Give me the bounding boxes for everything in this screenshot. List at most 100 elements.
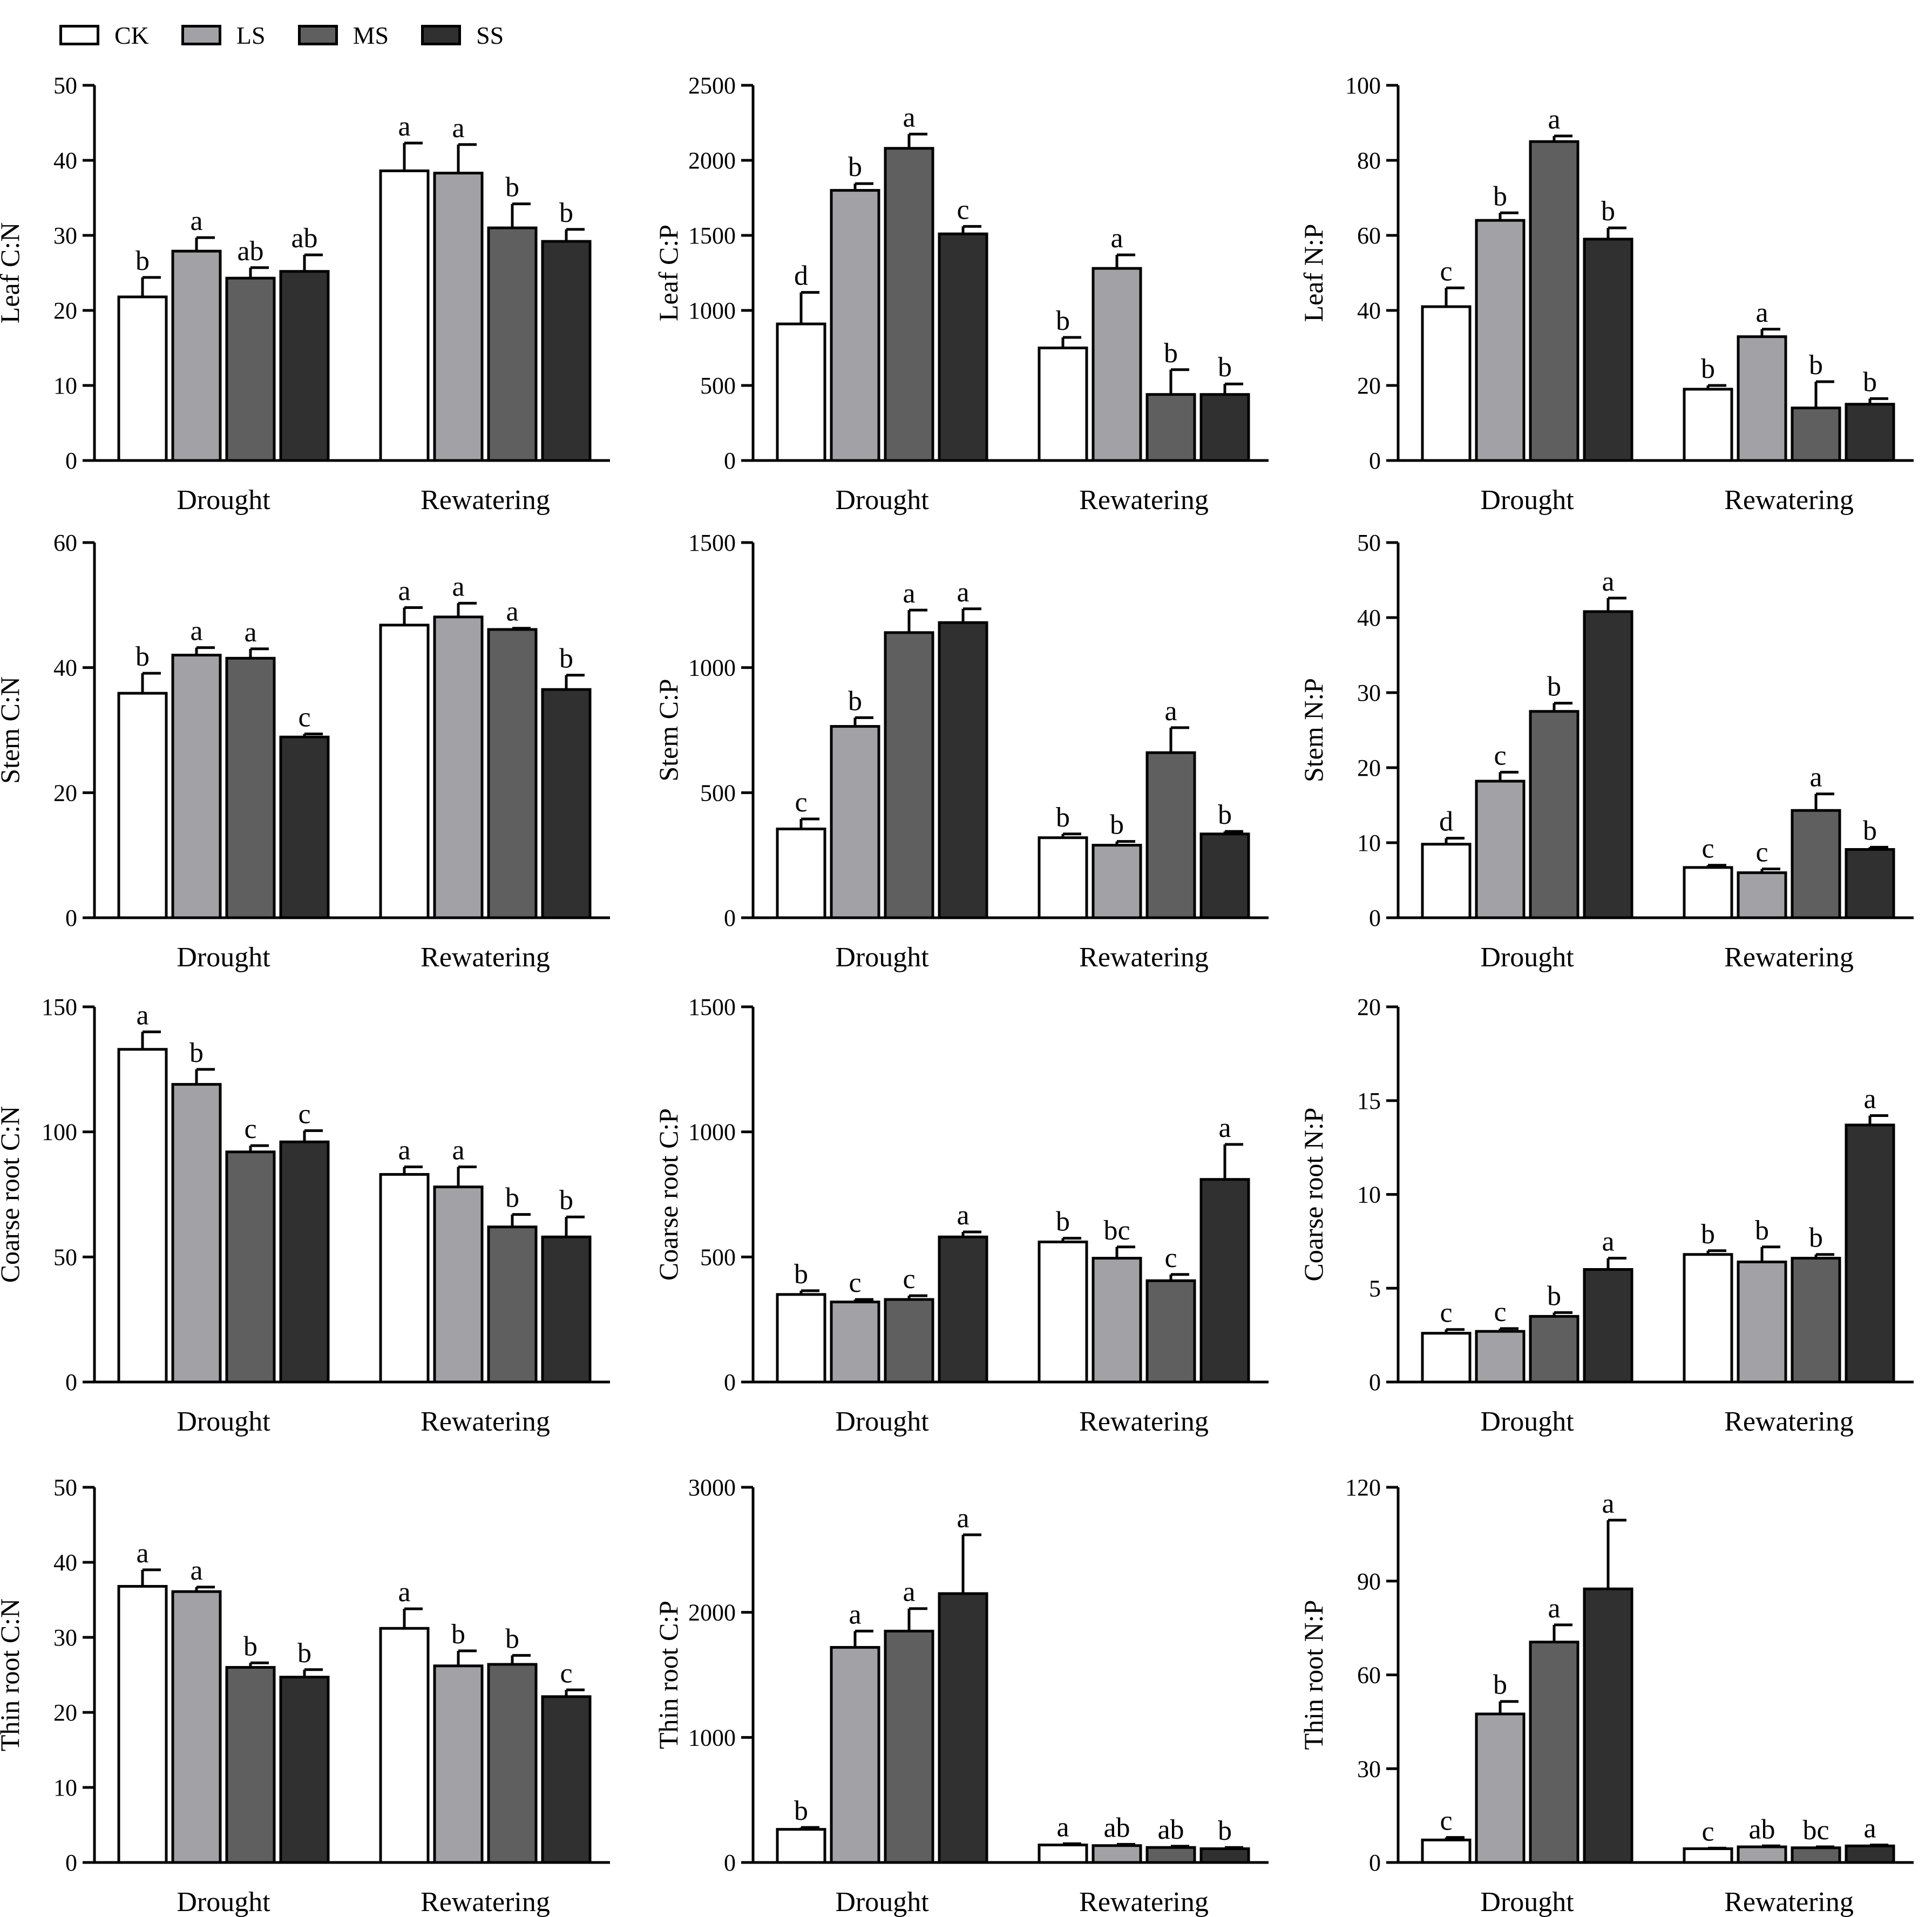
bar-ck <box>776 1293 826 1384</box>
bar-ss <box>938 1235 988 1384</box>
significance-letter: a <box>957 1503 969 1534</box>
significance-letter: b <box>1218 1816 1232 1846</box>
significance-letter: a <box>1602 1227 1614 1257</box>
bar-ms <box>225 1666 276 1864</box>
bar-ls <box>830 189 880 462</box>
significance-letter: b <box>1056 306 1070 336</box>
bar-ls <box>171 1083 222 1384</box>
bar-ls <box>1092 1844 1142 1864</box>
bar-ls <box>433 1186 484 1384</box>
legend-swatch <box>59 25 99 45</box>
significance-letter: ab <box>1103 1812 1130 1843</box>
y-tick-label: 60 <box>1357 222 1381 249</box>
significance-letter: b <box>1547 671 1561 702</box>
significance-letter: a <box>1548 104 1560 135</box>
significance-letter: b <box>1809 350 1823 381</box>
y-tick-label: 100 <box>42 1119 77 1146</box>
x-category-label: Drought <box>1480 485 1574 516</box>
significance-letter: b <box>189 1038 204 1068</box>
significance-letter: c <box>903 1264 915 1295</box>
bar-ls <box>1475 1712 1526 1864</box>
bar-ls <box>830 1300 880 1384</box>
panel-thin-root-c-p: 0 1000 2000 3000 Thin root C:P Drought b a a a Rew… <box>653 1474 1269 1917</box>
y-tick-label: 10 <box>53 372 77 399</box>
y-axis-title: Stem C:N <box>0 676 25 784</box>
panel-leaf-n-p: 0 20 40 60 80 100 Leaf N:P Drought c b a b Rewaterin… <box>1298 72 1914 516</box>
y-axis-title: Leaf N:P <box>1298 224 1328 322</box>
bar-ss <box>279 1140 330 1384</box>
significance-letter: a <box>452 1135 464 1166</box>
bar-ms <box>1529 140 1580 462</box>
y-tick-label: 1000 <box>688 297 736 324</box>
y-axis-title: Thin root C:N <box>0 1598 25 1751</box>
bar-ms <box>1145 393 1196 462</box>
y-axis-title: Thin root C:P <box>653 1601 683 1749</box>
significance-letter: b <box>1601 196 1615 227</box>
bar-ls <box>433 615 484 919</box>
legend-label: MS <box>352 21 389 49</box>
bar-ss <box>1583 610 1633 919</box>
y-tick-label: 30 <box>1357 680 1381 706</box>
y-tick-label: 40 <box>53 1549 77 1576</box>
x-category-label: Rewatering <box>1724 1406 1854 1437</box>
bar-ms <box>1791 1846 1841 1864</box>
y-tick-label: 0 <box>65 1369 77 1396</box>
x-category-label: Rewatering <box>421 485 550 516</box>
bar-ck <box>117 1048 168 1384</box>
significance-letter: a <box>452 113 464 144</box>
significance-letter: b <box>1056 1207 1070 1237</box>
bar-ss <box>938 621 988 919</box>
significance-letter: b <box>1164 338 1178 369</box>
significance-letter: a <box>190 1555 202 1586</box>
y-tick-label: 30 <box>53 222 77 249</box>
bar-ck <box>1421 1332 1472 1384</box>
bar-ls <box>1737 335 1787 462</box>
x-category-label: Drought <box>835 1406 929 1437</box>
y-tick-label: 40 <box>53 655 77 681</box>
bar-ms <box>884 1298 934 1384</box>
bar-ss <box>541 688 592 919</box>
significance-letter: c <box>1164 1243 1177 1274</box>
significance-letter: b <box>135 641 150 672</box>
significance-letter: a <box>1863 1813 1876 1844</box>
y-tick-label: 30 <box>1357 1756 1381 1782</box>
significance-letter: b <box>451 1619 465 1650</box>
bar-ck <box>776 322 826 462</box>
bar-ls <box>433 172 484 462</box>
significance-letter: bc <box>1103 1215 1130 1246</box>
y-tick-label: 3000 <box>688 1474 736 1501</box>
y-tick-label: 30 <box>53 1624 77 1651</box>
bar-ls <box>1092 1257 1142 1384</box>
bar-ss <box>1845 848 1895 919</box>
y-tick-label: 0 <box>724 1850 736 1876</box>
x-category-label: Rewatering <box>1724 1887 1854 1917</box>
significance-letter: ab <box>291 223 317 254</box>
bar-ss <box>1583 1268 1633 1384</box>
significance-letter: a <box>398 1135 410 1166</box>
bar-ms <box>884 631 934 919</box>
y-tick-label: 500 <box>700 1244 736 1270</box>
y-tick-label: 0 <box>1369 1369 1381 1396</box>
y-axis-title: Leaf C:N <box>0 222 25 323</box>
y-tick-label: 0 <box>65 905 77 931</box>
significance-letter: a <box>849 1599 861 1630</box>
significance-letter: a <box>1755 297 1768 328</box>
bar-ls <box>830 725 880 919</box>
bar-ss <box>279 1676 330 1864</box>
significance-letter: a <box>398 575 410 606</box>
bar-ls <box>1092 267 1142 462</box>
significance-letter: a <box>1863 1084 1876 1115</box>
y-tick-label: 150 <box>42 994 77 1020</box>
significance-letter: a <box>190 206 202 236</box>
legend-label: SS <box>476 21 504 49</box>
significance-letter: b <box>1110 810 1124 841</box>
legend-swatch <box>421 25 462 45</box>
significance-letter: b <box>243 1631 257 1662</box>
significance-letter: c <box>1755 837 1768 868</box>
bar-ck <box>379 624 430 919</box>
panel-thin-root-n-p: 0 30 60 90 120 Thin root N:P Drought c b a a Rewate… <box>1298 1474 1914 1917</box>
x-category-label: Drought <box>1480 1887 1574 1917</box>
significance-letter: b <box>1863 367 1877 397</box>
y-tick-label: 0 <box>65 448 77 474</box>
y-tick-label: 15 <box>1357 1088 1381 1114</box>
